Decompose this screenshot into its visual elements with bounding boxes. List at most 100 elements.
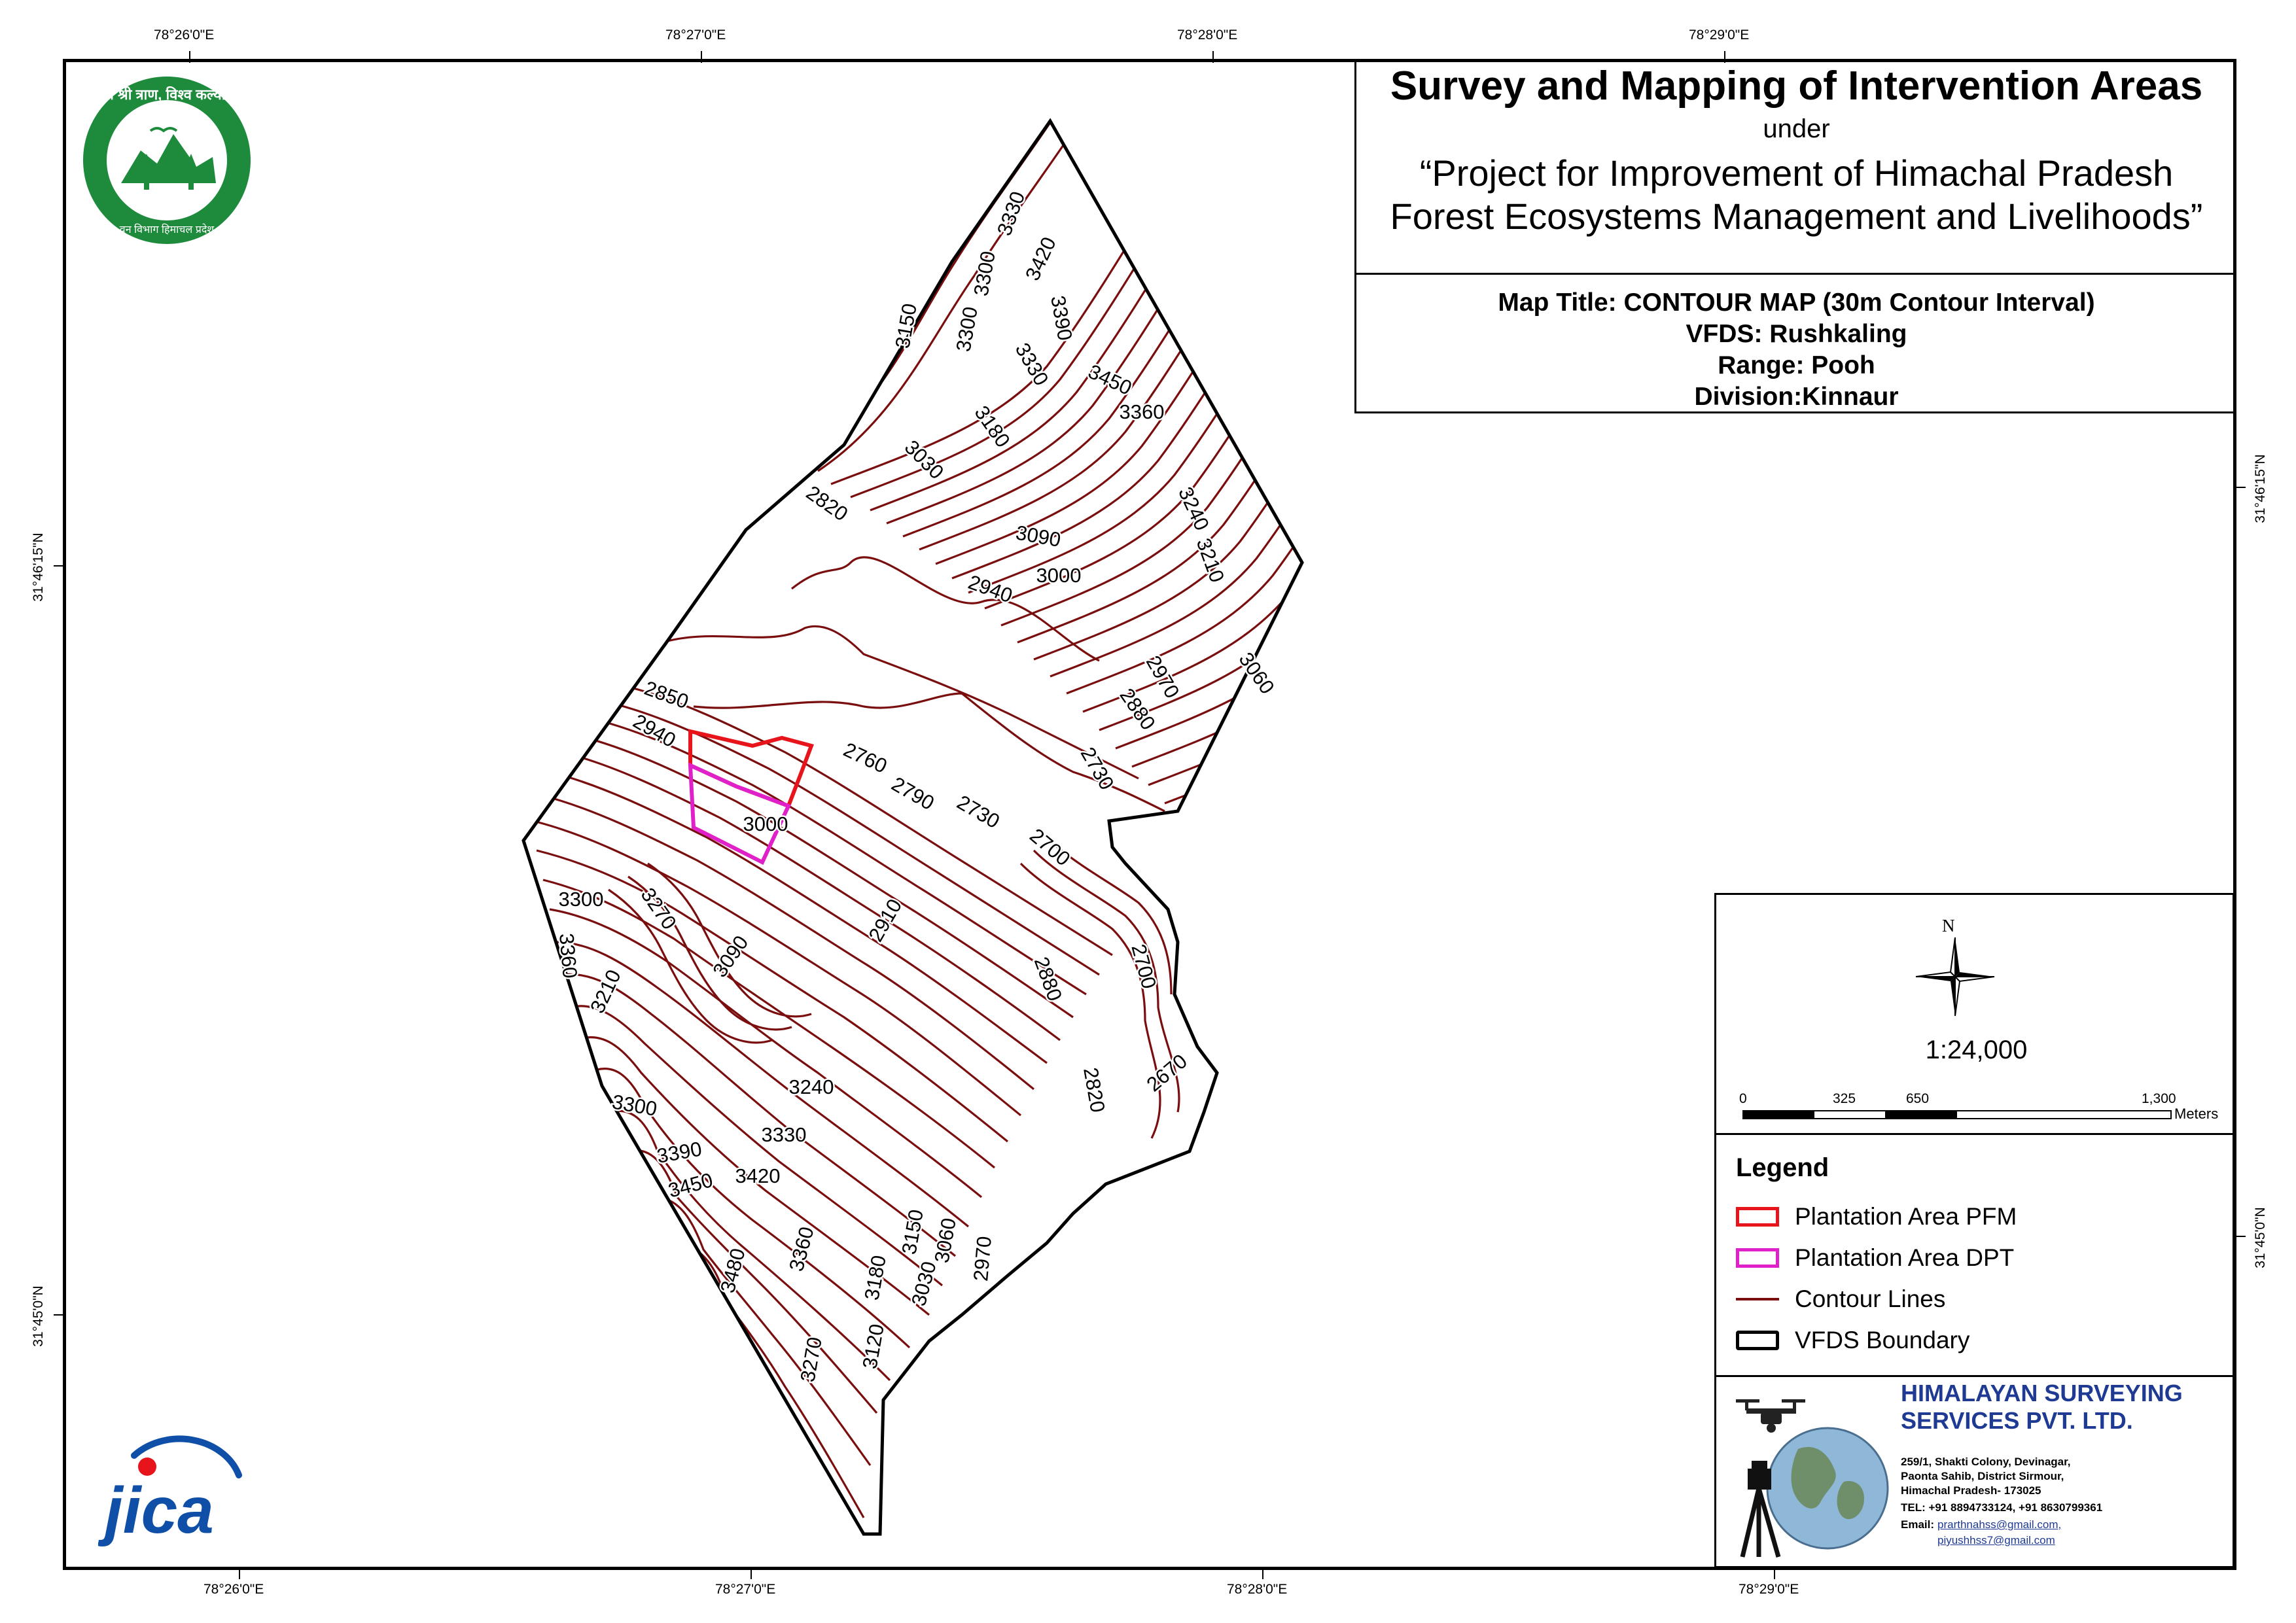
map-info-panel: Map Title: CONTOUR MAP (30m Contour Inte… <box>1354 273 2236 413</box>
company-name-2: SERVICES PVT. LTD. <box>1901 1407 2133 1434</box>
contour-label: 3120 <box>858 1322 888 1370</box>
top-lon-label-4: 78°29'0"E <box>1689 27 1750 43</box>
contour-label: 2760 <box>840 738 891 778</box>
legend-label-contour: Contour Lines <box>1795 1285 1946 1312</box>
contour-label: 3450 <box>665 1168 715 1202</box>
project-line-1: “Project for Improvement of Himachal Pra… <box>1419 152 2174 194</box>
logo-bottom-text: वन विभाग हिमाचल प्रदेश <box>120 223 215 236</box>
contour-label: 2850 <box>641 676 692 713</box>
jica-text: jica <box>98 1474 214 1547</box>
contour-label: 3420 <box>735 1164 781 1187</box>
graticule-ticks <box>54 51 2246 1579</box>
contour-label: 3300 <box>969 249 999 298</box>
contour-label: 2820 <box>1079 1066 1109 1114</box>
contour-label: 2730 <box>953 791 1004 833</box>
contour-label: 2880 <box>1115 684 1159 735</box>
bottom-lon-label-4: 78°29'0"E <box>1739 1582 1799 1597</box>
north-scale-panel: N 1:24,000 0 325 650 1,300 Meters <box>1714 893 2234 1135</box>
contour-label: 3180 <box>970 402 1014 452</box>
contour-swatch <box>1736 1298 1779 1300</box>
contour-label: 2940 <box>965 570 1016 607</box>
company-email-2[interactable]: piyushhss7@gmail.com <box>1937 1534 2055 1546</box>
contour-label: 2820 <box>802 481 853 525</box>
scale-tick-650: 650 <box>1906 1091 1930 1106</box>
map-frame <box>63 59 2236 1570</box>
contour-label: 3390 <box>1046 294 1076 342</box>
top-lon-label-3: 78°28'0"E <box>1177 27 1238 43</box>
legend-title: Legend <box>1736 1153 1829 1182</box>
contour-label: 3060 <box>1234 648 1279 699</box>
company-email-label: Email: <box>1901 1518 1935 1531</box>
legend-item-pfm: Plantation Area PFM <box>1736 1200 2017 1233</box>
company-address-1: 259/1, Shakti Colony, Devinagar, <box>1901 1456 2071 1468</box>
legend-label-boundary: VFDS Boundary <box>1795 1327 1970 1353</box>
division-name: Division:Kinnaur <box>1694 383 1899 411</box>
contour-label: 2700 <box>1025 824 1074 870</box>
contour-label: 3300 <box>610 1090 659 1120</box>
contour-label: 2700 <box>1127 941 1161 991</box>
under-text: under <box>1763 114 1830 143</box>
scale-unit: Meters <box>2174 1106 2219 1122</box>
bottom-lon-label-3: 78°28'0"E <box>1227 1582 1288 1597</box>
contour-label: 3210 <box>586 966 626 1017</box>
company-panel: HIMALAYAN SURVEYING SERVICES PVT. LTD. 2… <box>1714 1377 2234 1568</box>
contour-label: 3150 <box>891 302 921 350</box>
vfds-boundary <box>521 118 1304 1536</box>
contour-label: 3180 <box>860 1253 890 1302</box>
contour-label: 3270 <box>636 884 680 934</box>
legend-panel: Legend Plantation Area PFM Plantation Ar… <box>1714 1135 2234 1377</box>
contour-label: 3030 <box>900 436 949 484</box>
company-name-1: HIMALAYAN SURVEYING <box>1901 1380 2183 1406</box>
company-address-3: Himachal Pradesh- 173025 <box>1901 1484 2041 1497</box>
north-arrow-icon <box>1915 937 1995 1017</box>
contour-label: 3300 <box>559 888 604 911</box>
contour-label: 3030 <box>907 1259 941 1308</box>
title-panel: Survey and Mapping of Intervention Areas… <box>1354 60 2236 275</box>
contour-label: 3300 <box>951 305 981 353</box>
contour-label: 3330 <box>762 1123 807 1146</box>
range-name: Range: Pooh <box>1718 351 1875 379</box>
legend-item-dpt: Plantation Area DPT <box>1736 1242 2014 1274</box>
contour-label: 3330 <box>993 188 1029 239</box>
contour-label: 3210 <box>1192 535 1229 585</box>
contour-label: 3360 <box>1120 400 1165 423</box>
contour-label: 3480 <box>716 1246 750 1295</box>
top-lon-label-2: 78°27'0"E <box>665 27 726 43</box>
contour-label: 3240 <box>789 1075 834 1098</box>
vfds-name: VFDS: Rushkaling <box>1686 320 1907 348</box>
contour-label: 3330 <box>1011 339 1053 389</box>
drone-icon <box>1736 1399 1805 1433</box>
contour-label: 3000 <box>1036 564 1082 587</box>
main-title: Survey and Mapping of Intervention Areas <box>1390 63 2203 109</box>
legend-item-boundary: VFDS Boundary <box>1736 1324 1969 1357</box>
contour-label: 3360 <box>555 932 582 979</box>
contour-label: 3390 <box>655 1137 703 1167</box>
company-logo <box>1736 1399 1889 1558</box>
contour-label: 2670 <box>1142 1049 1192 1096</box>
contour-label: 2790 <box>888 773 938 815</box>
contour-label: 2970 <box>969 1235 996 1282</box>
jica-logo: jica <box>97 1429 249 1547</box>
dpt-swatch <box>1736 1248 1779 1268</box>
contour-label: 3060 <box>930 1216 960 1265</box>
bottom-lon-label-2: 78°27'0"E <box>715 1582 776 1597</box>
contour-label: 2910 <box>864 895 907 945</box>
scale-tick-0: 0 <box>1739 1091 1747 1106</box>
scale-bar <box>1742 1110 2172 1119</box>
company-email-1[interactable]: prarthnahss@gmail.com, <box>1937 1518 2062 1531</box>
project-line-2: Forest Ecosystems Management and Livelih… <box>1390 196 2203 237</box>
contour-label: 3240 <box>1174 483 1214 534</box>
contour-label: 3420 <box>1021 234 1061 284</box>
contour-label: 3150 <box>897 1208 927 1256</box>
scale-ratio: 1:24,000 <box>1925 1036 2028 1064</box>
legend-label-dpt: Plantation Area DPT <box>1795 1244 2015 1271</box>
scale-tick-325: 325 <box>1833 1091 1856 1106</box>
bottom-lon-label-1: 78°26'0"E <box>203 1582 264 1597</box>
contour-label: 2940 <box>629 710 680 752</box>
plantation-area-dpt <box>688 762 792 865</box>
contour-label: 3000 <box>743 812 788 835</box>
company-address-2: Paonta Sahib, District Sirmour, <box>1901 1470 2064 1482</box>
contour-label: 3090 <box>708 932 752 982</box>
